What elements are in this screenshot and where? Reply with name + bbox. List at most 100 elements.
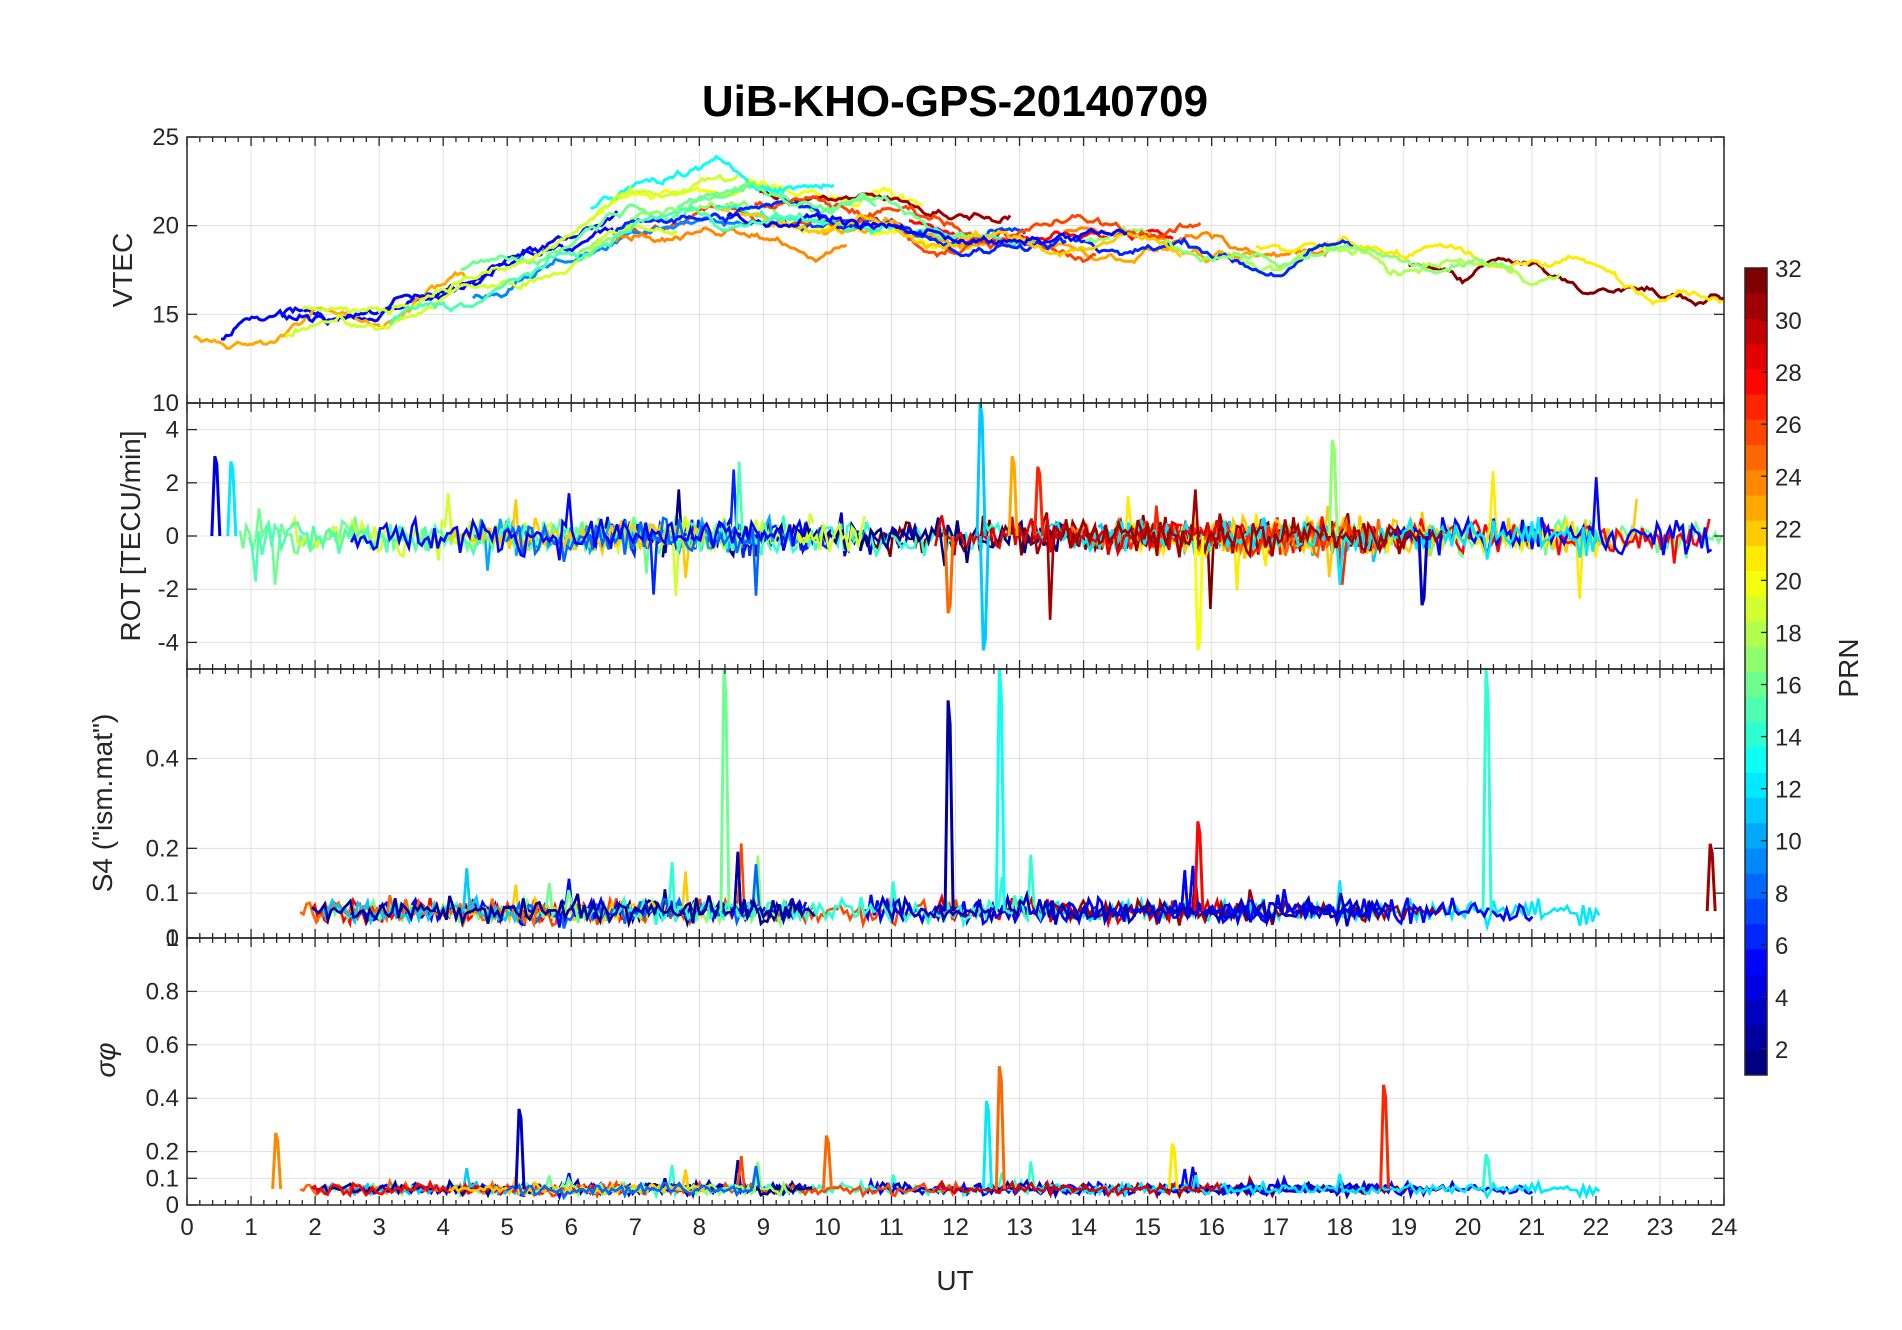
colorbar-cell-23 (1745, 494, 1767, 521)
spike-2-4 (1481, 669, 1493, 912)
axis-ticks: 10152025-4-202400.10.20.400.10.20.40.60.… (146, 124, 1738, 1241)
ytick-label-3-0: 0 (166, 1192, 179, 1219)
chart-title: UiB-KHO-GPS-20140709 (702, 77, 1208, 126)
colorbar-cell-11 (1745, 797, 1767, 824)
colorbar-tick-label-5: 12 (1775, 777, 1802, 804)
ytick-label-2-2: 0.2 (146, 835, 179, 862)
spike-3-3 (994, 1065, 1006, 1190)
xtick-label-4: 4 (436, 1214, 449, 1241)
colorbar-cell-25 (1745, 444, 1767, 471)
sigma-ylabel-text: σφ (90, 1042, 121, 1077)
trace-1-24 (350, 493, 808, 561)
colorbar-cell-5 (1745, 948, 1767, 975)
colorbar-cell-3 (1745, 999, 1767, 1026)
trace-2-25 (311, 851, 816, 929)
colorbar-cell-24 (1745, 469, 1767, 496)
xtick-label-13: 13 (1006, 1214, 1033, 1241)
ytick-label-3-1: 0.1 (146, 1165, 179, 1192)
colorbar-tick-label-6: 14 (1775, 725, 1802, 752)
ytick-label-1-3: 2 (166, 470, 179, 497)
colorbar-tick-label-4: 10 (1775, 829, 1802, 856)
spike-2-1 (943, 700, 955, 912)
colorbar-cell-13 (1745, 747, 1767, 773)
colorbar-tick-label-13: 28 (1775, 360, 1802, 387)
xtick-label-12: 12 (942, 1214, 969, 1241)
x-axis-label: UT (936, 1265, 973, 1296)
colorbar-cell-15 (1745, 696, 1767, 723)
s4-ylabel-main: S4 ("ism.mat") (87, 714, 118, 893)
colorbar-cell-4 (1745, 974, 1767, 1000)
colorbar-tick-label-3: 8 (1775, 881, 1788, 908)
ytick-label-0-2: 20 (152, 213, 179, 240)
xtick-label-10: 10 (814, 1214, 841, 1241)
colorbar-cell-18 (1745, 621, 1767, 647)
panel-0-traces (193, 154, 1724, 350)
ytick-label-1-4: 4 (166, 417, 179, 444)
spike-3-2 (982, 1100, 994, 1190)
trace-1-21 (1031, 515, 1601, 585)
spike-1-8 (1417, 535, 1429, 606)
colorbar-cell-16 (1745, 671, 1767, 698)
spike-2-3 (1193, 821, 1205, 912)
xtick-label-1: 1 (244, 1214, 257, 1241)
xtick-label-8: 8 (693, 1214, 706, 1241)
spike-2-0 (719, 669, 731, 912)
colorbar-cell-20 (1745, 570, 1767, 597)
xtick-label-23: 23 (1647, 1214, 1674, 1241)
sigma-axis-label: σφ (90, 1042, 121, 1077)
colorbar-cell-8 (1745, 873, 1767, 899)
xtick-label-18: 18 (1326, 1214, 1353, 1241)
ytick-label-3-6: 1 (166, 925, 179, 952)
xtick-label-21: 21 (1519, 1214, 1546, 1241)
vtec-trace-26 (283, 222, 678, 339)
xtick-label-5: 5 (501, 1214, 514, 1241)
colorbar-label: PRN (1833, 638, 1864, 697)
vtec-trace-17 (1073, 236, 1354, 278)
colorbar-cell-7 (1745, 898, 1767, 925)
vtec-trace-5 (908, 219, 1174, 247)
trace-2-24 (875, 889, 1390, 928)
xtick-label-24: 24 (1711, 1214, 1738, 1241)
colorbar-tick-label-15: 32 (1775, 256, 1802, 283)
trace-1-23 (505, 516, 761, 596)
s4-ylabel: S4 ("ism.mat") (87, 714, 118, 893)
colorbar-cell-2 (1745, 1024, 1767, 1051)
xtick-label-9: 9 (757, 1214, 770, 1241)
vtec-trace-9 (758, 189, 1012, 224)
colorbar-cell-30 (1745, 318, 1767, 345)
spike-1-3 (978, 535, 990, 651)
colorbar-cell-19 (1745, 595, 1767, 622)
vtec-trace-28 (726, 211, 1128, 247)
vtec-trace-20 (301, 173, 739, 316)
colorbar-cell-14 (1745, 721, 1767, 748)
colorbar-cell-32 (1745, 268, 1767, 294)
spike-3-6 (821, 1135, 833, 1190)
trace-3-25 (505, 1165, 761, 1201)
spike-1-1 (226, 461, 238, 537)
spike-1-0 (210, 455, 222, 537)
spike-1-5 (1033, 466, 1045, 537)
panel-1-traces (210, 403, 1723, 651)
spike-3-1 (514, 1108, 526, 1190)
colorbar-tick-label-14: 30 (1775, 308, 1802, 335)
trace-1-25 (1050, 489, 1444, 560)
trace-2-17 (1050, 876, 1444, 926)
colorbar-cell-21 (1745, 545, 1767, 572)
ytick-label-1-1: -2 (158, 576, 179, 603)
colorbar-tick-label-11: 24 (1775, 464, 1802, 491)
xtick-label-6: 6 (565, 1214, 578, 1241)
colorbar-cell-1 (1745, 1049, 1767, 1076)
spike-1-2 (975, 403, 987, 537)
vtec-trace-27 (721, 207, 1182, 258)
spike-2-5 (1705, 843, 1717, 912)
colorbar-cell-10 (1745, 822, 1767, 849)
colorbar-cell-31 (1745, 293, 1767, 319)
ytick-label-2-3: 0.4 (146, 746, 179, 773)
ytick-label-1-0: -4 (158, 629, 179, 656)
colorbar-tick-label-12: 26 (1775, 412, 1802, 439)
colorbar-cell-12 (1745, 772, 1767, 799)
ytick-label-2-1: 0.1 (146, 880, 179, 907)
vtec-trace-24 (612, 198, 1067, 258)
